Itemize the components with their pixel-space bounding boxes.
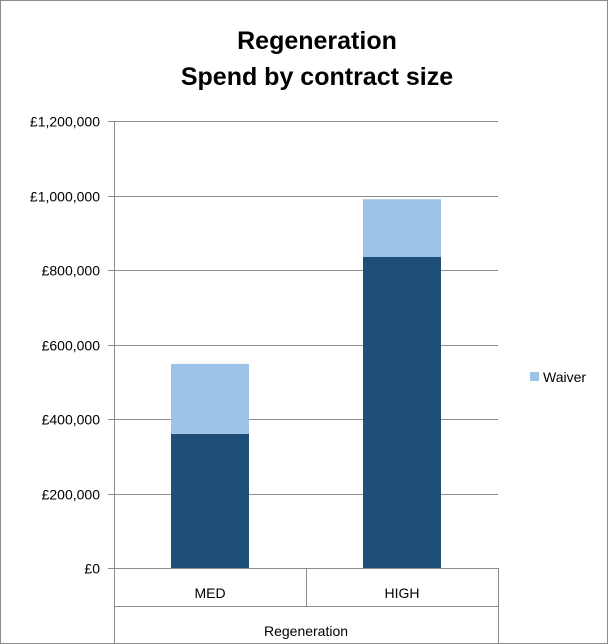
bar-segment-waiver [171,363,249,434]
x-group-label: Regeneration [264,623,348,639]
y-axis: £0 £200,000 £400,000 £600,000 £800,000 £1,000… [30,114,115,577]
y-tick-label: £1,200,000 [30,114,100,130]
y-tick-label: £200,000 [42,487,101,503]
y-tick-label: £1,000,000 [30,189,100,205]
y-tick-label: £600,000 [42,338,101,354]
chart-title-line-1: Regeneration [237,27,397,55]
bar-segment-base [363,256,441,568]
x-tick-label: HIGH [385,585,420,601]
x-axis: MED HIGH Regeneration [114,568,499,643]
y-tick-label: £800,000 [42,263,101,279]
chart-title-line-2: Spend by contract size [181,63,453,91]
legend-label: Waiver [543,369,586,385]
bars [171,199,441,568]
y-tick-label: £400,000 [42,412,101,428]
legend-swatch [530,372,539,381]
bar-segment-base [171,433,249,568]
legend: Waiver [530,369,586,385]
bar-segment-waiver [363,199,441,257]
chart-title: Regeneration Spend by contract size [181,27,453,91]
y-tick-label: £0 [84,561,100,577]
x-tick-label: MED [194,585,225,601]
